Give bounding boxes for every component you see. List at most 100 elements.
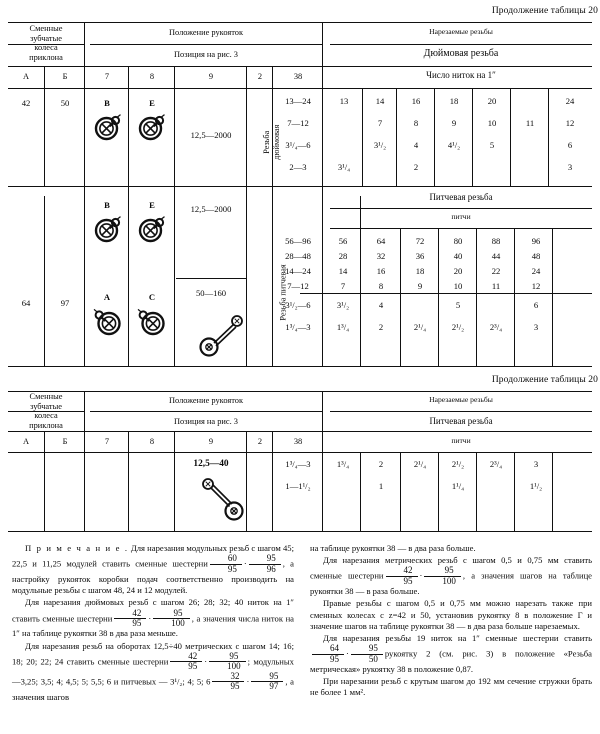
t2-g1-v-0-5: 96 [531, 236, 541, 246]
t2-g2-v-1-1: 2 [378, 322, 384, 332]
vrule-v4 [472, 88, 473, 186]
t1-v-2-1: 3¹/₂ [373, 140, 387, 150]
col-head-9: 9 [208, 72, 214, 81]
notes-column-right: на таблице рукоятки 38 — в два раза боль… [310, 543, 592, 699]
note-2: Для нарезания дюймовых резьб с шагом 26;… [12, 597, 294, 639]
notes-column-left: П р и м е ч а н и е . Для нарезания моду… [12, 543, 294, 704]
t2-g1-v-2-0: 14 [338, 266, 348, 276]
note-3-frac1-den: 95 [188, 661, 198, 672]
vrule-p4 [514, 228, 515, 366]
rule-handles-3 [90, 411, 322, 412]
t1-handle-7: В [104, 98, 110, 108]
t2-g2-v-1-0: 1³/₄ [336, 322, 350, 332]
handle-dial-knob-upper-right-icon [94, 114, 121, 141]
t2-handle-8-bot: С [148, 292, 156, 302]
t1-v-0-3: 18 [449, 96, 459, 106]
t1-v-0-4: 20 [487, 96, 497, 106]
pitch-thread-title-3: Питчевая резьба [429, 416, 493, 426]
vrule3-c7 [128, 431, 129, 531]
threads-per-inch-title: Число ниток на 1″ [426, 70, 496, 80]
t1-gear-b: 50 [60, 98, 70, 108]
t2-g1-v-1-3: 40 [453, 251, 463, 261]
t2-gear-a: 64 [21, 298, 31, 308]
note-7-frac1-num: 64 [312, 643, 344, 655]
vrule3-p3 [476, 452, 477, 531]
t1-v-0-0: 13 [339, 96, 349, 106]
gears-header-3-l4: приклона [29, 420, 63, 430]
note-1-frac-1: 60 95 [209, 553, 242, 574]
rule-top-1 [8, 22, 592, 24]
threads-title: Нарезаемые резьбы [429, 27, 493, 36]
t3-v-1-3: 1¹/₄ [451, 481, 465, 491]
vrule-c2 [272, 66, 273, 366]
col-head-a: А [22, 72, 30, 81]
t2-g1-v-0-3: 80 [453, 236, 463, 246]
note-1-tail: , а настройку рукояток коробки подач соо… [12, 558, 294, 596]
note-5-frac-1: 42 95 [385, 565, 418, 586]
t2-g1-v-0-2: 72 [415, 236, 425, 246]
note-7-frac-2: 95 50 [350, 643, 383, 664]
continuation-caption-1: Продолжение таблицы 20 [491, 6, 598, 16]
t1-v-3-6: 3 [567, 162, 573, 172]
gears-header-3-l3: колеса [34, 411, 58, 421]
note-7-text: Для нарезания резьбы 19 ниток на 1″ смен… [323, 632, 592, 643]
t3-v-0-5: 3 [533, 459, 539, 469]
t3-v-0-2: 2¹/₄ [413, 459, 427, 469]
t1-v-3-2: 2 [413, 162, 419, 172]
gears-header-l1: Сменные [29, 24, 63, 33]
note-7-frac2-den: 50 [368, 653, 378, 664]
vrule3-p2 [438, 452, 439, 531]
gears-header-3: Сменные зубчатые колеса приклона [8, 392, 84, 431]
t2-g1-v-0-1: 64 [376, 236, 386, 246]
vrule3-c9 [246, 431, 247, 531]
vrule-handles-right [322, 22, 324, 366]
t3-v-0-0: 1³/₄ [336, 459, 350, 469]
t2-g1-v-1-5: 48 [531, 251, 541, 261]
rule-range9-split [176, 278, 246, 279]
gears-header-l2: зубчатые [30, 33, 62, 43]
t3-v-0-1: 2 [378, 459, 384, 469]
vrule-p5 [552, 228, 553, 366]
note-5-frac1-num: 42 [385, 565, 418, 577]
t1-v-1-3: 9 [451, 118, 457, 128]
note-1-text: Для нарезания модульных резьб с шагом 45… [12, 543, 294, 569]
rule-threads-1 [330, 44, 592, 45]
t1-v-1-1: 7 [377, 118, 383, 128]
vrule3-p5 [552, 452, 553, 531]
vrule-c7 [128, 66, 129, 366]
t3-range-9: 12,5—40 [193, 459, 229, 469]
handles-title-3: Положение рукояток [168, 396, 244, 405]
t2-g2-r1: 1³/₄—3 [285, 322, 311, 332]
t2-g1-v-0-0: 56 [338, 236, 348, 246]
t2-g1-v-3-0: 7 [340, 281, 346, 291]
t2-g2-r0: 3¹/₂—6 [285, 300, 311, 310]
col-head-7: 7 [104, 72, 110, 81]
t2-g1-v-1-2: 36 [415, 251, 425, 261]
note-8: При нарезании резьб с крутым шагом до 19… [310, 676, 592, 698]
notes-section: П р и м е ч а н и е . Для нарезания моду… [0, 543, 600, 734]
col-head-a-3: А [22, 437, 30, 446]
note-3-frac3-den: 95 [230, 681, 240, 692]
t2-g1-r1: 28—48 [285, 251, 311, 261]
note-2-frac1-den: 95 [132, 618, 142, 628]
t2-g2-v-1-4: 2³/₄ [489, 322, 503, 332]
note-5-tail: , а значения шагов на таблице рукоятки 3… [310, 571, 592, 597]
t2-g2-v-0-1: 4 [378, 300, 384, 310]
t2-g1-r0: 56—96 [285, 236, 311, 246]
gears-header-3-l2: зубчатые [30, 401, 62, 411]
t1-v-0-6: 24 [565, 96, 575, 106]
col-head-38: 38 [293, 72, 303, 81]
note-3-frac3-num: 32 [212, 671, 245, 683]
note-7-frac-1: 64 95 [312, 643, 344, 664]
vrule3-p4 [514, 452, 515, 531]
note-3-frac-1: 42 95 [170, 651, 203, 672]
t3-col38-r1: 1—1¹/₂ [285, 481, 311, 491]
t2-g1-v-2-4: 22 [491, 266, 501, 276]
t2-g1-v-3-2: 9 [417, 281, 423, 291]
t2-range-9-bot: 50—160 [195, 288, 227, 298]
t1-gear-a: 42 [21, 98, 31, 108]
note-4: на таблице рукоятки 38 — в два раза боль… [310, 543, 476, 553]
gears-header: Сменные зубчатые колеса приклона [8, 24, 84, 63]
handle-dial-knob-upper-right-icon [138, 216, 165, 243]
